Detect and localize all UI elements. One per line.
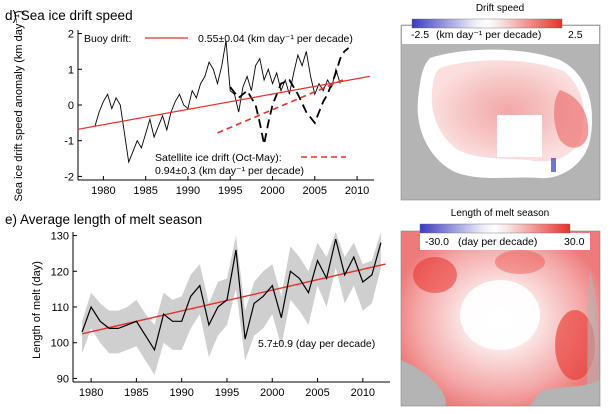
panel-e-y-tick-label: 90 [57,373,69,385]
drift-map-field [431,60,585,162]
panel-e-chart: 90 100 110 120 130 1980 1985 1990 1995 2000 2005 20… [51,231,390,399]
melt-length-series [81,238,382,352]
drift-map-hotspot [554,90,589,148]
panel-e-y-tick-label: 100 [51,338,69,350]
melt-map-hot-2 [555,310,595,380]
panel-e-x-tick-label: 1995 [215,387,239,399]
melt-map-hot-3 [495,250,545,274]
buoy-trend-text: 0.55±0.04 (km day⁻¹ per decade) [198,33,353,45]
drift-map-header-bg [402,26,599,44]
panel-e-x-tick-label: 1985 [124,387,148,399]
panel-e-ylabel: Length of melt (day) [31,261,43,359]
series-satellite-ice-drift-oct-may- [229,47,350,145]
panel-e-y-tick-label: 120 [51,266,69,278]
panel-e-plot-area [81,232,386,375]
melt-cbar-label: (day per decade) [458,236,537,248]
panel-e-x-tick-label: 1980 [79,387,103,399]
panel-d-title: d) Sea ice drift speed [5,8,133,23]
series-buoy-trend [78,75,370,130]
melt-map-hot-1 [413,257,457,293]
melt-map-center [460,280,540,350]
melt-cbar-max: 30.0 [564,236,585,248]
panel-e-y-tick-label: 110 [51,302,69,314]
panel-d-chart: -2 -1 0 1 2 1980 1985 1990 1995 2000 2005 2010 [64,29,374,197]
buoy-legend-label: Buoy drift: [84,33,131,45]
panel-e-title: e) Average length of melt season [5,212,202,227]
panel-d-x-tick-label: 1995 [218,185,242,197]
melt-map-header-bg [420,233,590,250]
panel-d-y-tick-label: -1 [64,136,74,148]
melt-trend-text: 5.7±0.9 (day per decade) [258,338,375,350]
drift-map-neg-patch [551,158,556,172]
panel-e-x-tick-label: 1990 [169,387,193,399]
melt-map-land-e [585,270,600,406]
drift-map-title: Drift speed [476,3,524,14]
series-satellite-trend [217,78,345,134]
panel-d-x-tick-label: 1990 [176,185,200,197]
melt-colorbar [419,223,571,234]
melt-map-title: Length of melt season [451,208,549,219]
panel-d-plot-area [78,40,370,164]
panel-d-y-tick-label: -2 [64,171,74,183]
melt-season-map: Length of melt season -30.0 (day per dec… [400,208,601,407]
panel-d-y-tick-label: 0 [68,100,74,112]
sat-legend-label: Satellite ice drift (Oct-May): [155,152,282,164]
panel-d-ylabel: Sea ice drift speed anomaly (km day⁻¹) [13,10,25,201]
panel-d-y-tick-label: 1 [68,64,74,76]
drift-map-gap [497,115,542,157]
melt-map-land-s [530,380,600,406]
panel-e-x-tick-label: 2000 [260,387,284,399]
panel-e-x-tick-label: 2005 [305,387,329,399]
panel-d-x-tick-label: 2010 [345,185,369,197]
drift-cbar-min: -2.5 [411,29,429,41]
drift-colorbar [411,18,563,29]
panel-d-x-tick-label: 1985 [133,185,157,197]
drift-map-land-sw [401,150,431,200]
panel-d-x-tick-label: 2005 [303,185,327,197]
sat-trend-text: 0.94±0.3 (km day⁻¹ per decade) [155,165,304,177]
melt-cbar-min: -30.0 [425,236,449,248]
drift-cbar-max: 2.5 [568,29,583,41]
series-buoy-drift [94,40,341,164]
drift-cbar-label: (km day⁻¹ per decade) [436,29,541,41]
panel-d-x-tick-label: 1980 [91,185,115,197]
drift-speed-map: Drift speed -2.5 (km day⁻¹ per decade) 2… [400,3,601,201]
panel-d-y-tick-label: 2 [68,29,74,41]
panel-d-x-tick-label: 2000 [260,185,284,197]
panel-e-y-tick-label: 130 [51,231,69,243]
panel-e-x-tick-label: 2010 [351,387,375,399]
melt-map-land-sw [401,360,446,406]
melt-uncertainty-band [82,232,381,375]
